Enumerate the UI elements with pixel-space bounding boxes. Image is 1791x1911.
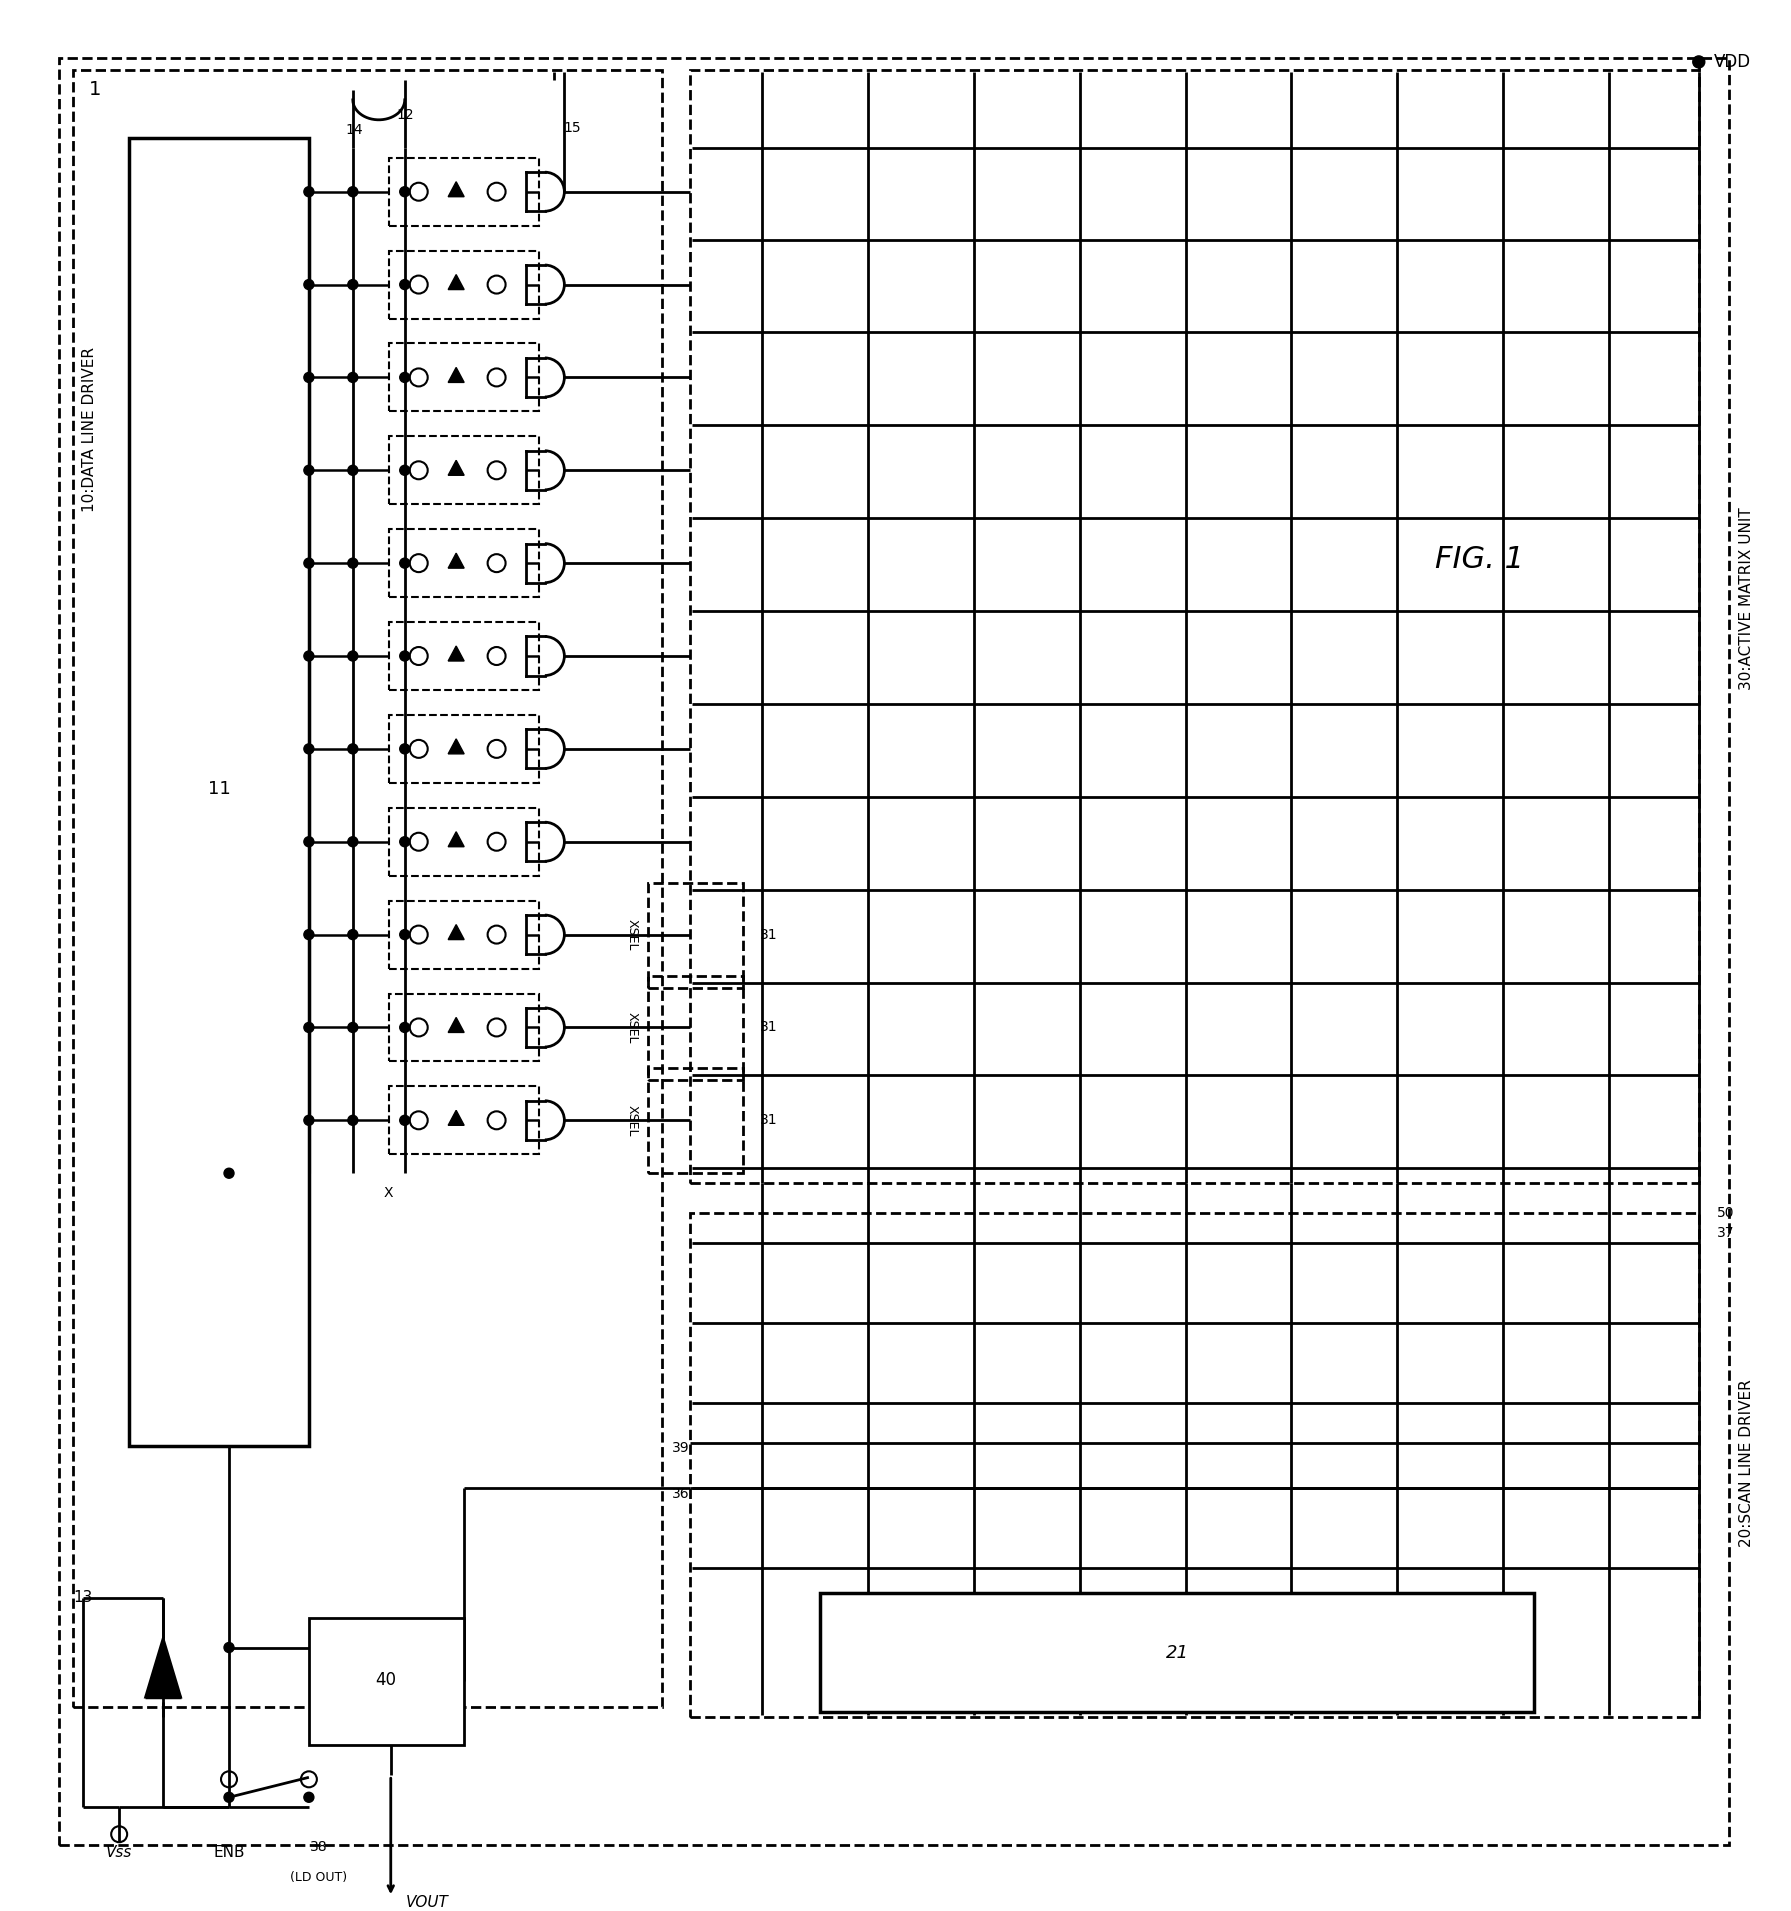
Text: 1: 1 bbox=[90, 80, 102, 99]
Text: 38: 38 bbox=[310, 1840, 328, 1854]
Circle shape bbox=[347, 558, 358, 568]
Bar bbox=[389, 808, 539, 875]
Text: 21: 21 bbox=[1166, 1643, 1189, 1661]
Bar bbox=[389, 436, 539, 505]
Circle shape bbox=[347, 187, 358, 197]
Circle shape bbox=[224, 1168, 235, 1179]
Polygon shape bbox=[448, 1017, 464, 1032]
Circle shape bbox=[399, 929, 410, 940]
Text: XSEL: XSEL bbox=[625, 1105, 639, 1135]
Bar bbox=[389, 159, 539, 225]
Text: 39: 39 bbox=[672, 1441, 690, 1454]
Circle shape bbox=[399, 464, 410, 476]
Text: 50: 50 bbox=[1718, 1206, 1734, 1219]
Text: 15: 15 bbox=[564, 120, 582, 136]
Bar bbox=[73, 71, 663, 1707]
Circle shape bbox=[304, 187, 313, 197]
Bar bbox=[129, 138, 308, 1447]
Bar bbox=[648, 1068, 743, 1173]
Circle shape bbox=[224, 1643, 235, 1653]
Text: 40: 40 bbox=[376, 1672, 396, 1689]
Circle shape bbox=[304, 1116, 313, 1126]
Polygon shape bbox=[448, 182, 464, 197]
Text: 13: 13 bbox=[73, 1590, 93, 1605]
Circle shape bbox=[304, 837, 313, 847]
Text: 36: 36 bbox=[672, 1487, 690, 1500]
Text: ENB: ENB bbox=[213, 1844, 245, 1859]
Circle shape bbox=[304, 929, 313, 940]
Text: (LD OUT): (LD OUT) bbox=[290, 1871, 347, 1884]
Circle shape bbox=[304, 1793, 313, 1802]
Circle shape bbox=[304, 743, 313, 753]
Text: 11: 11 bbox=[208, 780, 231, 797]
Circle shape bbox=[399, 558, 410, 568]
Bar bbox=[389, 900, 539, 969]
Circle shape bbox=[399, 837, 410, 847]
Bar bbox=[389, 1085, 539, 1154]
Circle shape bbox=[304, 373, 313, 382]
Bar bbox=[648, 883, 743, 988]
Bar bbox=[389, 715, 539, 784]
Text: 14: 14 bbox=[346, 122, 362, 138]
Circle shape bbox=[304, 1022, 313, 1032]
Text: 30:ACTIVE MATRIX UNIT: 30:ACTIVE MATRIX UNIT bbox=[1739, 508, 1753, 690]
Polygon shape bbox=[448, 1110, 464, 1126]
Text: VDD: VDD bbox=[1714, 54, 1752, 71]
Circle shape bbox=[399, 187, 410, 197]
Circle shape bbox=[304, 558, 313, 568]
Text: Vss: Vss bbox=[106, 1844, 133, 1859]
Polygon shape bbox=[448, 552, 464, 568]
Circle shape bbox=[399, 279, 410, 290]
Text: XSEL: XSEL bbox=[625, 1011, 639, 1043]
Polygon shape bbox=[448, 925, 464, 940]
Polygon shape bbox=[145, 1638, 181, 1697]
Bar bbox=[820, 1592, 1535, 1712]
Text: XSEL: XSEL bbox=[625, 919, 639, 950]
Text: 31: 31 bbox=[759, 927, 777, 942]
Bar bbox=[389, 344, 539, 411]
Polygon shape bbox=[448, 740, 464, 753]
Text: 37: 37 bbox=[1718, 1227, 1734, 1240]
Circle shape bbox=[347, 464, 358, 476]
Circle shape bbox=[347, 743, 358, 753]
Circle shape bbox=[347, 929, 358, 940]
Text: VOUT: VOUT bbox=[407, 1894, 448, 1909]
Circle shape bbox=[347, 373, 358, 382]
Circle shape bbox=[399, 373, 410, 382]
Circle shape bbox=[347, 1116, 358, 1126]
Bar bbox=[690, 71, 1700, 1183]
Circle shape bbox=[347, 279, 358, 290]
Text: FIG. 1: FIG. 1 bbox=[1435, 545, 1524, 573]
Circle shape bbox=[304, 464, 313, 476]
Bar bbox=[389, 529, 539, 596]
Polygon shape bbox=[448, 275, 464, 290]
Polygon shape bbox=[448, 646, 464, 661]
Polygon shape bbox=[448, 831, 464, 847]
Text: 20:SCAN LINE DRIVER: 20:SCAN LINE DRIVER bbox=[1739, 1380, 1753, 1546]
Text: 31: 31 bbox=[759, 1114, 777, 1127]
Text: X: X bbox=[383, 1187, 394, 1200]
Circle shape bbox=[399, 743, 410, 753]
Circle shape bbox=[347, 837, 358, 847]
Circle shape bbox=[347, 1022, 358, 1032]
Bar bbox=[308, 1617, 464, 1745]
Text: 12: 12 bbox=[398, 107, 414, 122]
Bar bbox=[690, 1213, 1700, 1718]
Circle shape bbox=[1692, 55, 1705, 69]
Bar bbox=[648, 975, 743, 1080]
Circle shape bbox=[304, 652, 313, 661]
Text: 31: 31 bbox=[759, 1020, 777, 1034]
Bar bbox=[389, 250, 539, 319]
Circle shape bbox=[399, 1022, 410, 1032]
Bar bbox=[389, 623, 539, 690]
Circle shape bbox=[224, 1793, 235, 1802]
Bar bbox=[389, 994, 539, 1061]
Text: 10:DATA LINE DRIVER: 10:DATA LINE DRIVER bbox=[82, 348, 97, 512]
Circle shape bbox=[399, 652, 410, 661]
Circle shape bbox=[399, 1116, 410, 1126]
Polygon shape bbox=[448, 367, 464, 382]
Circle shape bbox=[304, 279, 313, 290]
Polygon shape bbox=[448, 461, 464, 476]
Circle shape bbox=[347, 652, 358, 661]
